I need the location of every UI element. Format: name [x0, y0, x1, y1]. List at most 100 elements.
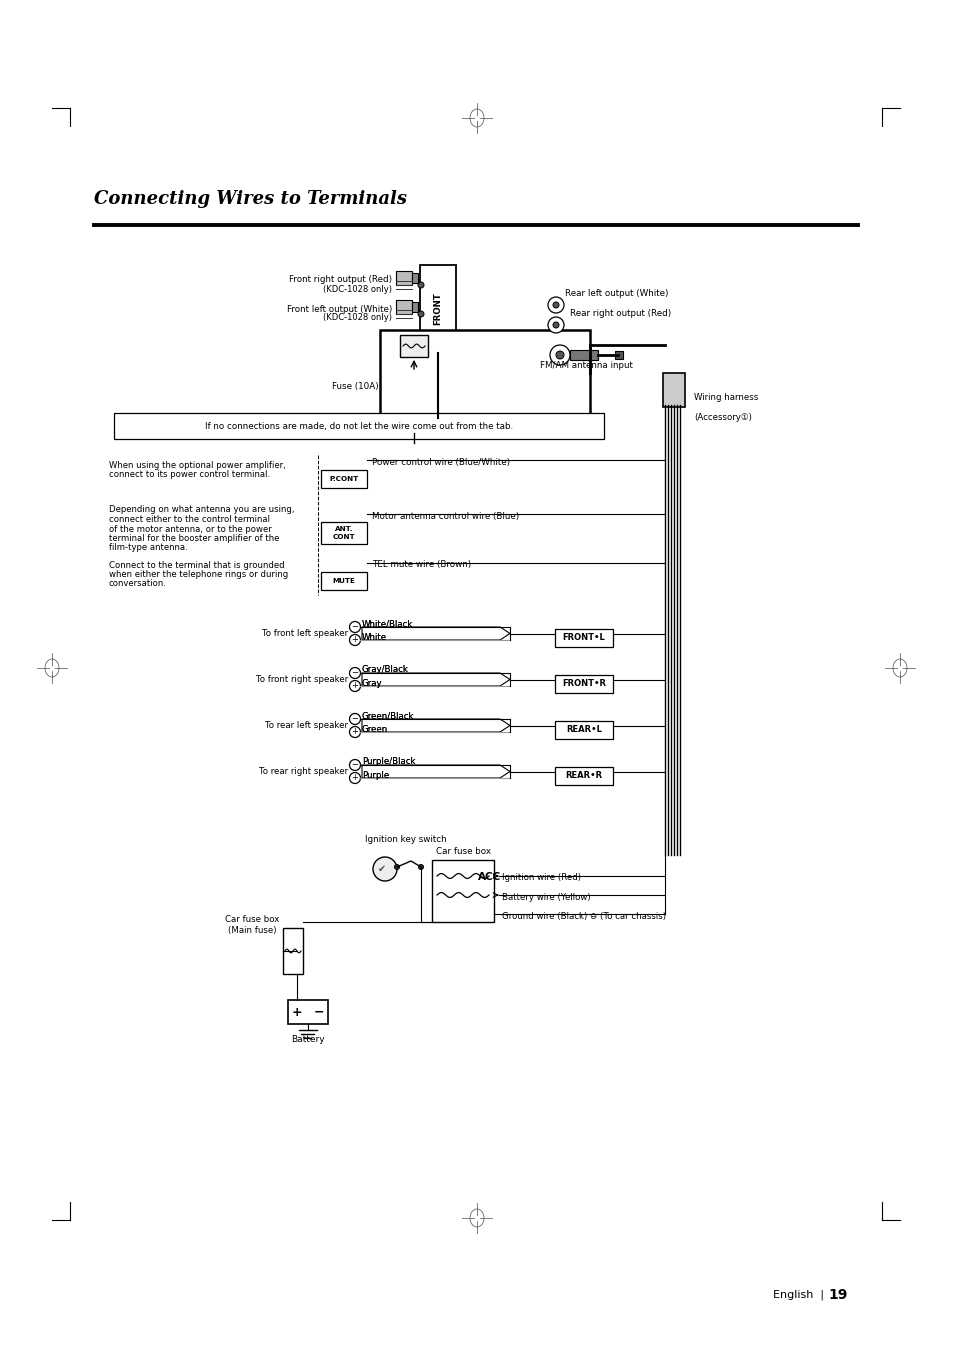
Text: White: White: [361, 632, 387, 642]
Circle shape: [373, 857, 396, 881]
Text: To rear left speaker: To rear left speaker: [265, 721, 348, 730]
Text: Green/Black: Green/Black: [361, 712, 414, 720]
Bar: [569, 350, 598, 359]
Circle shape: [547, 297, 563, 313]
Text: Gray/Black: Gray/Black: [361, 666, 409, 674]
Text: Wiring harness: Wiring harness: [693, 393, 758, 403]
Text: White/Black: White/Black: [361, 620, 413, 628]
Bar: [419, 265, 456, 353]
Bar: [615, 351, 622, 359]
Text: FRONT: FRONT: [433, 293, 442, 326]
Text: White/Black: White/Black: [361, 620, 413, 628]
Circle shape: [550, 345, 569, 365]
Bar: [412, 273, 417, 282]
Bar: [320, 521, 367, 544]
Text: Purple/Black: Purple/Black: [361, 758, 416, 766]
Bar: [395, 300, 412, 313]
Bar: [320, 470, 367, 488]
Text: Gray/Black: Gray/Black: [361, 666, 409, 674]
Circle shape: [556, 351, 563, 359]
Bar: [662, 373, 684, 407]
Text: Green: Green: [361, 724, 388, 734]
Text: Car fuse box: Car fuse box: [436, 847, 491, 855]
Text: White: White: [361, 632, 387, 642]
Text: film-type antenna.: film-type antenna.: [109, 543, 188, 553]
Text: Purple/Black: Purple/Black: [361, 758, 416, 766]
Bar: [555, 721, 613, 739]
Polygon shape: [361, 627, 510, 640]
Text: ANT.
CONT: ANT. CONT: [333, 527, 355, 540]
Text: (Accessory①): (Accessory①): [693, 413, 751, 423]
Text: −: −: [314, 1005, 324, 1019]
Text: connect either to the control terminal: connect either to the control terminal: [109, 515, 270, 524]
Text: when either the telephone rings or during: when either the telephone rings or durin…: [109, 570, 288, 580]
Text: FM/AM antenna input: FM/AM antenna input: [539, 362, 632, 370]
Circle shape: [547, 317, 563, 332]
Bar: [320, 571, 367, 590]
Text: Purple: Purple: [361, 770, 389, 780]
Circle shape: [417, 311, 423, 317]
Text: To front right speaker: To front right speaker: [255, 676, 348, 684]
Text: Gray: Gray: [361, 678, 382, 688]
Text: Front right output (Red): Front right output (Red): [289, 276, 392, 285]
Polygon shape: [361, 719, 510, 732]
Text: (KDC-1028 only): (KDC-1028 only): [323, 313, 392, 323]
Text: ✔: ✔: [377, 865, 386, 874]
Bar: [113, 413, 603, 439]
Text: conversation.: conversation.: [109, 580, 167, 589]
Text: +: +: [352, 727, 358, 736]
Circle shape: [417, 282, 423, 288]
Text: −: −: [351, 715, 358, 724]
Text: REAR•L: REAR•L: [565, 725, 601, 735]
Text: Ignition key switch: Ignition key switch: [365, 835, 446, 844]
Text: Fuse (10A): Fuse (10A): [332, 381, 378, 390]
Text: −: −: [351, 623, 358, 631]
Text: English  |: English |: [772, 1290, 823, 1300]
Bar: [283, 928, 303, 974]
Text: FRONT•L: FRONT•L: [562, 634, 605, 643]
Text: Connect to the terminal that is grounded: Connect to the terminal that is grounded: [109, 561, 284, 570]
Bar: [555, 676, 613, 693]
Text: 19: 19: [827, 1288, 846, 1302]
Text: Green: Green: [361, 724, 388, 734]
Text: +: +: [352, 681, 358, 690]
Circle shape: [395, 865, 399, 870]
Text: Power control wire (Blue/White): Power control wire (Blue/White): [372, 458, 510, 466]
Circle shape: [553, 303, 558, 308]
Bar: [555, 630, 613, 647]
Text: (KDC-1028 only): (KDC-1028 only): [323, 285, 392, 293]
Text: To rear right speaker: To rear right speaker: [258, 767, 348, 775]
Text: (Main fuse): (Main fuse): [228, 925, 276, 935]
Text: Motor antenna control wire (Blue): Motor antenna control wire (Blue): [372, 512, 518, 520]
Text: ACC: ACC: [477, 871, 501, 882]
Circle shape: [418, 865, 423, 870]
Text: Battery: Battery: [291, 1035, 324, 1044]
Text: Ignition wire (Red): Ignition wire (Red): [501, 874, 580, 882]
Text: Battery wire (Yellow): Battery wire (Yellow): [501, 893, 590, 901]
Text: terminal for the booster amplifier of the: terminal for the booster amplifier of th…: [109, 534, 279, 543]
Text: −: −: [351, 761, 358, 770]
Text: +: +: [352, 774, 358, 782]
Text: REAR•R: REAR•R: [565, 771, 602, 781]
Text: Green/Black: Green/Black: [361, 712, 414, 720]
Text: P.CONT: P.CONT: [329, 476, 358, 482]
Text: Car fuse box: Car fuse box: [225, 916, 279, 924]
Bar: [555, 767, 613, 785]
Bar: [399, 335, 428, 357]
Text: Connecting Wires to Terminals: Connecting Wires to Terminals: [94, 190, 407, 208]
Bar: [395, 272, 412, 285]
Text: −: −: [351, 669, 358, 677]
Text: Front left output (White): Front left output (White): [286, 304, 392, 313]
Text: If no connections are made, do not let the wire come out from the tab.: If no connections are made, do not let t…: [205, 422, 513, 431]
Bar: [412, 303, 417, 312]
Text: +: +: [292, 1005, 302, 1019]
Text: MUTE: MUTE: [333, 578, 355, 584]
Text: TEL mute wire (Brown): TEL mute wire (Brown): [372, 561, 471, 570]
Text: To front left speaker: To front left speaker: [262, 630, 348, 638]
Bar: [379, 330, 589, 417]
Polygon shape: [361, 765, 510, 778]
Text: When using the optional power amplifier,: When using the optional power amplifier,: [109, 461, 286, 470]
Text: Depending on what antenna you are using,: Depending on what antenna you are using,: [109, 505, 294, 515]
Text: of the motor antenna, or to the power: of the motor antenna, or to the power: [109, 524, 272, 534]
Text: Ground wire (Black) ⊖ (To car chassis): Ground wire (Black) ⊖ (To car chassis): [501, 912, 665, 920]
